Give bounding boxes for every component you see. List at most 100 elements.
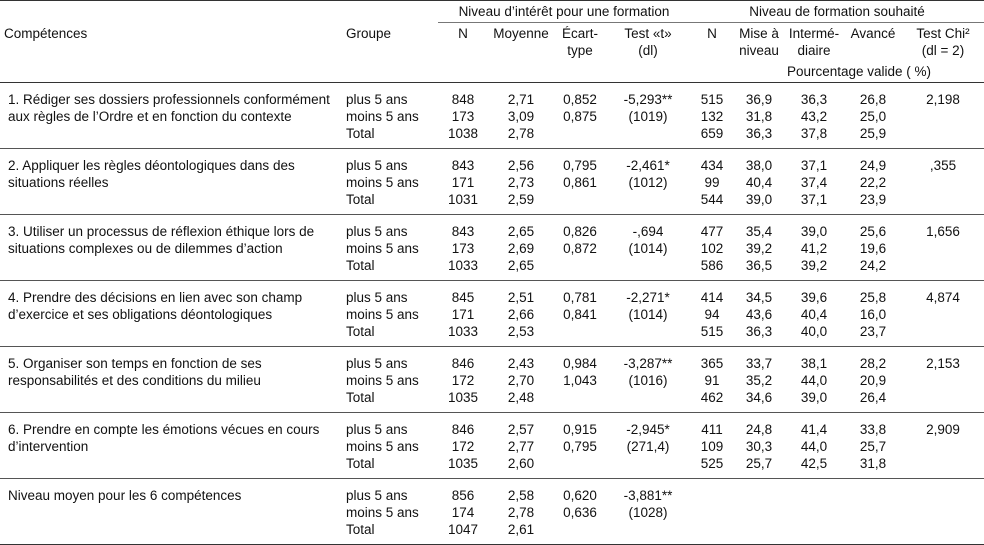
n2-cell: 434 99 544 (690, 148, 734, 215)
n2-cell (690, 478, 734, 545)
intermediaire-cell: 41,4 44,0 42,5 (784, 412, 844, 479)
competence-label: 4. Prendre des décisions en lien avec so… (0, 280, 342, 347)
avance-cell-value (848, 521, 898, 538)
mise-a-niveau-cell-value: 43,6 (745, 307, 773, 322)
n-cell-value: 172 (451, 373, 475, 388)
n-cell-value: 1035 (447, 390, 479, 405)
n-cell-value: 1033 (447, 258, 479, 273)
avance-cell (844, 478, 902, 545)
mise-a-niveau-cell-value: 36,3 (745, 126, 773, 141)
test-t-cell: -,694 (1014) (606, 214, 690, 281)
n2-cell-value: 515 (700, 92, 724, 107)
n2-header: N (707, 26, 717, 41)
test-t-cell-value: -2,461* (626, 158, 670, 173)
mise-a-niveau-cell-value: 39,2 (745, 241, 773, 256)
ecart-type-cell: 0,984 1,043 (554, 346, 606, 413)
test-t-cell-value: -3,881** (623, 488, 673, 503)
n-cell: 848 173 1038 (438, 82, 488, 149)
moyenne-cell: 2,57 2,77 2,60 (488, 412, 554, 479)
n-cell-value: 845 (451, 290, 475, 305)
groupe-cell: plus 5 ans moins 5 ans Total (342, 214, 438, 281)
moyenne-cell: 2,56 2,73 2,59 (488, 148, 554, 215)
groupe-cell: plus 5 ans moins 5 ans Total (342, 82, 438, 149)
test-t-cell-value: (1014) (628, 307, 668, 322)
n-cell-value: 1035 (447, 456, 479, 471)
groupe-cell-value: Total (346, 324, 375, 339)
moyenne-cell-value: 2,78 (507, 126, 535, 141)
avance-cell-value: 23,9 (859, 192, 887, 207)
avance-cell: 25,8 16,0 23,7 (844, 280, 902, 347)
n-cell: 846 172 1035 (438, 412, 488, 479)
moyenne-cell-value: 2,51 (507, 290, 535, 305)
test-t-cell: -2,945* (271,4) (606, 412, 690, 479)
competence-label: 1. Rédiger ses dossiers professionnels c… (0, 82, 342, 149)
groupe-header: Groupe (346, 25, 392, 41)
test-chi-cell: 2,909 (902, 412, 984, 479)
competence-label: 6. Prendre en compte les émotions vécues… (0, 412, 342, 479)
intermediaire-cell-value: 39,0 (800, 390, 828, 405)
ecart-type-cell-value (558, 257, 602, 274)
test-t-cell-value (610, 521, 686, 538)
competence-label: 5. Organiser son temps en fonction de se… (0, 346, 342, 413)
ecart-type-cell: 0,795 0,861 (554, 148, 606, 215)
mise-a-niveau-cell (734, 478, 784, 545)
test-t-cell: -2,461* (1012) (606, 148, 690, 215)
n2-cell-value: 515 (700, 324, 724, 339)
test-t-cell-value: (1016) (628, 373, 668, 388)
competence-label: 2. Appliquer les règles déontologiques d… (0, 148, 342, 215)
n-cell-value: 843 (451, 158, 475, 173)
ecart-type-cell-value (558, 455, 602, 472)
ecart-type-cell-value: 0,984 (563, 356, 597, 371)
n-cell: 845 171 1033 (438, 280, 488, 347)
avance-cell: 24,9 22,2 23,9 (844, 148, 902, 215)
test-chi-cell: 1,656 (902, 214, 984, 281)
n2-cell-value: 586 (700, 258, 724, 273)
groupe-cell-value: Total (346, 456, 375, 471)
intermediaire-cell-value: 39,0 (800, 224, 828, 239)
intermediaire-cell-value: 37,1 (800, 158, 828, 173)
mise-a-niveau-cell: 38,0 40,4 39,0 (734, 148, 784, 215)
n-cell-value: 173 (451, 109, 475, 124)
moyenne-cell: 2,51 2,66 2,53 (488, 280, 554, 347)
intermediaire-cell-value: 36,3 (800, 92, 828, 107)
intermediaire-cell-value (788, 521, 840, 538)
n2-cell-value: 462 (700, 390, 724, 405)
n2-cell: 477 102 586 (690, 214, 734, 281)
ecart-type-cell: 0,781 0,841 (554, 280, 606, 347)
table-row: Niveau moyen pour les 6 compétences plus … (0, 478, 984, 545)
groupe-cell-value: plus 5 ans (346, 158, 408, 173)
n-cell-value: 1031 (447, 192, 479, 207)
n-cell: 856 174 1047 (438, 478, 488, 545)
ecart-type-cell-value: 0,795 (563, 158, 597, 173)
mise-a-niveau-cell-value: 34,6 (745, 390, 773, 405)
n2-cell: 515 132 659 (690, 82, 734, 149)
groupe-cell: plus 5 ans moins 5 ans Total (342, 280, 438, 347)
avance-cell-value: 28,2 (859, 356, 887, 371)
n2-cell-value: 525 (700, 456, 724, 471)
mise-a-niveau-cell-value (738, 521, 780, 538)
moyenne-cell: 2,71 3,09 2,78 (488, 82, 554, 149)
ecart-type-cell: 0,826 0,872 (554, 214, 606, 281)
n-cell-value: 171 (451, 307, 475, 322)
ecart-type-cell-value: 0,861 (563, 175, 597, 190)
avance-cell-value: 26,4 (859, 390, 887, 405)
mise-a-niveau-cell-value: 35,2 (745, 373, 773, 388)
mise-a-niveau-cell-value: 25,7 (745, 456, 773, 471)
groupe-cell-value: plus 5 ans (346, 422, 408, 437)
n-cell: 846 172 1035 (438, 346, 488, 413)
n2-cell-value: 544 (700, 192, 724, 207)
groupe-cell-value: plus 5 ans (346, 92, 408, 107)
groupe-cell-value: moins 5 ans (346, 109, 419, 124)
moyenne-cell: 2,43 2,70 2,48 (488, 346, 554, 413)
n2-cell-value: 414 (700, 290, 724, 305)
intermediaire-cell-value: 44,0 (800, 439, 828, 454)
groupe-cell-value: plus 5 ans (346, 488, 408, 503)
mise-a-niveau-cell-value: 39,0 (745, 192, 773, 207)
avance-cell-value: 26,8 (859, 92, 887, 107)
intermediaire-cell-value: 41,4 (800, 422, 828, 437)
section-training-header: Niveau de formation souhaité (690, 0, 984, 23)
intermediaire-cell-value: 38,1 (800, 356, 828, 371)
moyenne-cell-value: 2,59 (507, 192, 535, 207)
mise-a-niveau-cell-value: 36,9 (745, 92, 773, 107)
